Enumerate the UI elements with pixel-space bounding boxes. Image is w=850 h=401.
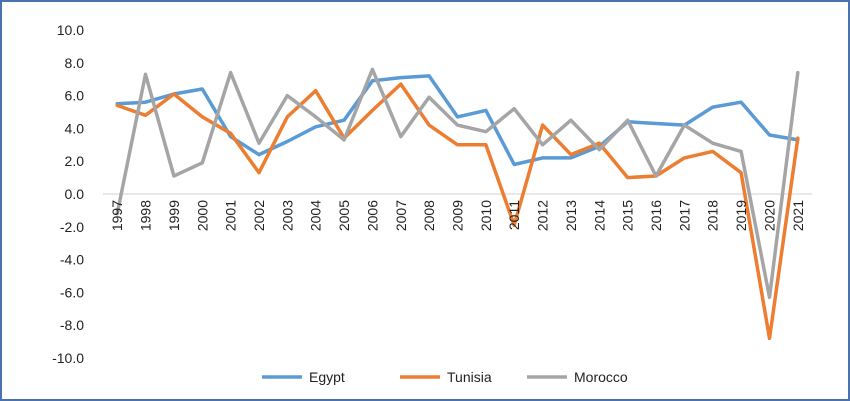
series-line-tunisia — [115, 82, 800, 341]
y-tick-label: -10.0 — [52, 350, 84, 366]
x-tick-label: 2005 — [336, 200, 352, 231]
x-tick-label: 2015 — [620, 200, 636, 231]
y-tick-label: 8.0 — [65, 55, 85, 71]
x-tick-label: 2021 — [790, 200, 806, 231]
y-axis-ticks: 10.0 8.0 6.0 4.0 2.0 0.0 -2.0 -4.0 -6.0 -8.0 -10.0 — [52, 22, 84, 366]
x-tick-label: 1999 — [166, 200, 182, 231]
x-tick-label: 2002 — [251, 200, 267, 231]
y-tick-label: 2.0 — [65, 153, 85, 169]
legend-label: Egypt — [309, 369, 345, 385]
x-tick-label: 2016 — [648, 200, 664, 231]
x-tick-label: 2017 — [676, 200, 692, 231]
legend-item-egypt: Egypt — [262, 369, 345, 385]
x-tick-label: 2012 — [535, 200, 551, 231]
x-tick-label: 2013 — [563, 200, 579, 231]
x-tick-label: 2010 — [478, 200, 494, 231]
legend-label: Tunisia — [447, 369, 492, 385]
series-line-egypt — [115, 74, 800, 167]
x-tick-label: 1997 — [109, 200, 125, 231]
x-tick-label: 2019 — [733, 200, 749, 231]
series-lines — [115, 67, 800, 341]
legend-item-tunisia: Tunisia — [400, 369, 492, 385]
y-tick-label: 6.0 — [65, 88, 85, 104]
y-tick-label: 0.0 — [65, 186, 85, 202]
x-tick-label: 2014 — [591, 200, 607, 231]
x-tick-label: 2020 — [761, 200, 777, 231]
y-tick-label: 4.0 — [65, 120, 85, 136]
y-tick-label: -4.0 — [60, 252, 84, 268]
y-tick-label: -8.0 — [60, 317, 84, 333]
x-tick-label: 1998 — [138, 200, 154, 231]
x-tick-label: 2004 — [308, 200, 324, 231]
x-axis-ticks: 1997 1998 1999 2000 2001 2002 2003 2004 2005 2006… — [109, 200, 806, 231]
legend-item-morocco: Morocco — [527, 369, 628, 385]
x-tick-label: 2000 — [194, 200, 210, 231]
x-tick-label: 2007 — [393, 200, 409, 231]
legend: Egypt Tunisia Morocco — [262, 369, 628, 385]
x-tick-label: 2011 — [506, 200, 522, 230]
x-tick-label: 2009 — [450, 200, 466, 231]
series-line-morocco — [115, 67, 800, 300]
legend-label: Morocco — [574, 369, 628, 385]
x-tick-label: 2018 — [705, 200, 721, 231]
x-tick-label: 2003 — [279, 200, 295, 231]
y-tick-label: -2.0 — [60, 219, 84, 235]
y-tick-label: -6.0 — [60, 284, 84, 300]
y-tick-label: 10.0 — [57, 22, 84, 38]
x-tick-label: 2006 — [364, 200, 380, 231]
x-tick-label: 2001 — [223, 200, 239, 231]
x-tick-label: 2008 — [421, 200, 437, 231]
